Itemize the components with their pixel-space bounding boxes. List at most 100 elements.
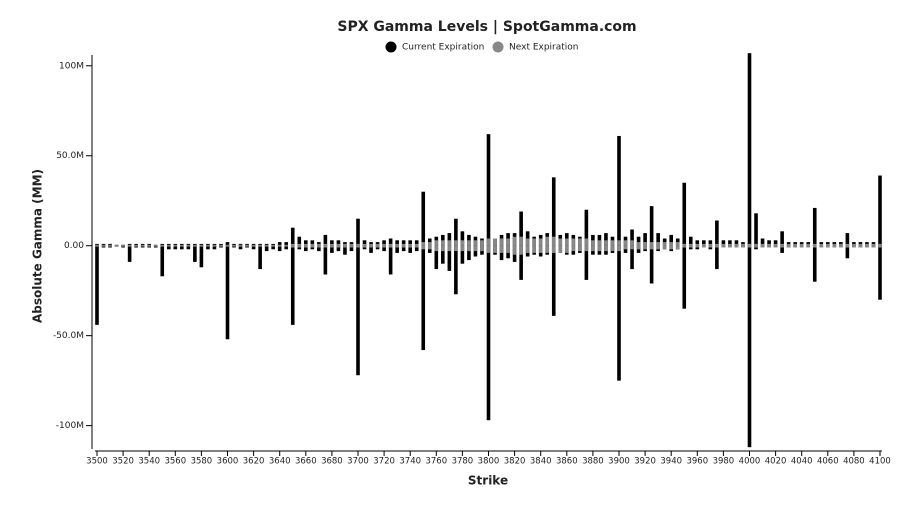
bar xyxy=(467,245,471,261)
x-tick-label: 3960 xyxy=(686,457,708,467)
bar xyxy=(271,245,275,250)
bar xyxy=(565,245,569,253)
x-tick-label: 3640 xyxy=(269,457,291,467)
bar xyxy=(284,245,289,247)
bar xyxy=(401,240,406,246)
x-tick-label: 3540 xyxy=(138,457,160,467)
bar xyxy=(304,245,308,248)
bar xyxy=(225,244,230,246)
x-tick-label: 3840 xyxy=(530,457,552,467)
bar xyxy=(584,245,589,252)
bar xyxy=(401,245,406,252)
bar xyxy=(395,245,399,248)
bar xyxy=(747,243,752,246)
bar xyxy=(323,245,328,248)
bar xyxy=(388,245,393,248)
bar xyxy=(551,177,556,246)
bar xyxy=(388,245,393,275)
bar xyxy=(317,245,321,252)
bar xyxy=(186,245,191,250)
bar xyxy=(317,243,321,246)
bar xyxy=(271,244,275,246)
x-tick-label: 3520 xyxy=(112,457,134,467)
bar xyxy=(682,243,687,246)
bar xyxy=(617,135,621,246)
bar xyxy=(780,243,784,246)
bar xyxy=(114,244,119,246)
bar xyxy=(414,245,419,252)
bar xyxy=(839,243,843,246)
bar xyxy=(382,245,386,252)
bar xyxy=(304,245,308,252)
bar xyxy=(258,244,262,246)
bar xyxy=(245,244,249,246)
bar xyxy=(480,240,484,246)
bar xyxy=(441,245,445,264)
chart-title: SPX Gamma Levels | SpotGamma.com xyxy=(337,19,636,35)
bar xyxy=(525,238,530,246)
bar xyxy=(630,240,634,246)
bar xyxy=(121,244,125,246)
bar xyxy=(702,245,706,248)
bar xyxy=(741,243,745,246)
bar xyxy=(369,243,373,246)
bar xyxy=(584,245,589,280)
x-tick-label: 3720 xyxy=(373,457,395,467)
bar xyxy=(643,245,647,250)
bar xyxy=(277,242,282,246)
bar xyxy=(108,245,112,248)
bar xyxy=(388,243,393,246)
bar xyxy=(427,245,432,250)
bar xyxy=(460,245,465,264)
bar xyxy=(356,245,360,376)
bar xyxy=(871,243,876,246)
bar xyxy=(695,243,700,246)
bar xyxy=(852,245,856,248)
bar xyxy=(180,244,184,246)
bar xyxy=(812,207,817,246)
bar xyxy=(656,233,660,246)
bar xyxy=(649,245,654,250)
bar xyxy=(865,243,869,246)
bar xyxy=(780,245,784,253)
bar xyxy=(747,53,752,246)
bar xyxy=(323,243,328,246)
bar xyxy=(799,243,804,246)
bar xyxy=(467,240,471,246)
bar xyxy=(258,245,262,270)
bar xyxy=(356,218,360,246)
bar xyxy=(166,245,171,250)
bar xyxy=(551,236,556,246)
bar xyxy=(160,245,165,247)
bar xyxy=(519,245,523,255)
bar xyxy=(486,134,491,246)
bar xyxy=(519,236,523,246)
x-axis-label: Strike xyxy=(468,474,508,488)
bar xyxy=(454,245,458,252)
x-tick-label: 4100 xyxy=(869,457,891,467)
bar xyxy=(734,245,739,248)
bar xyxy=(245,245,249,248)
bar xyxy=(427,242,432,246)
bar xyxy=(284,244,289,246)
bar xyxy=(180,245,184,250)
bar xyxy=(447,245,452,271)
bar xyxy=(95,245,99,247)
bar xyxy=(153,245,158,247)
x-tick-label: 3880 xyxy=(582,457,604,467)
bar xyxy=(584,238,589,246)
bar xyxy=(643,233,647,246)
x-tick-label: 3780 xyxy=(452,457,474,467)
bar xyxy=(604,240,608,246)
bar xyxy=(147,244,151,246)
bar xyxy=(630,245,634,250)
bar xyxy=(108,244,112,246)
bar xyxy=(101,245,106,247)
x-tick-label: 3920 xyxy=(634,457,656,467)
bar xyxy=(760,243,765,246)
bar xyxy=(649,245,654,284)
bar xyxy=(362,245,367,248)
x-tick-label: 3580 xyxy=(191,457,213,467)
bar xyxy=(506,245,510,253)
bar xyxy=(538,245,543,253)
